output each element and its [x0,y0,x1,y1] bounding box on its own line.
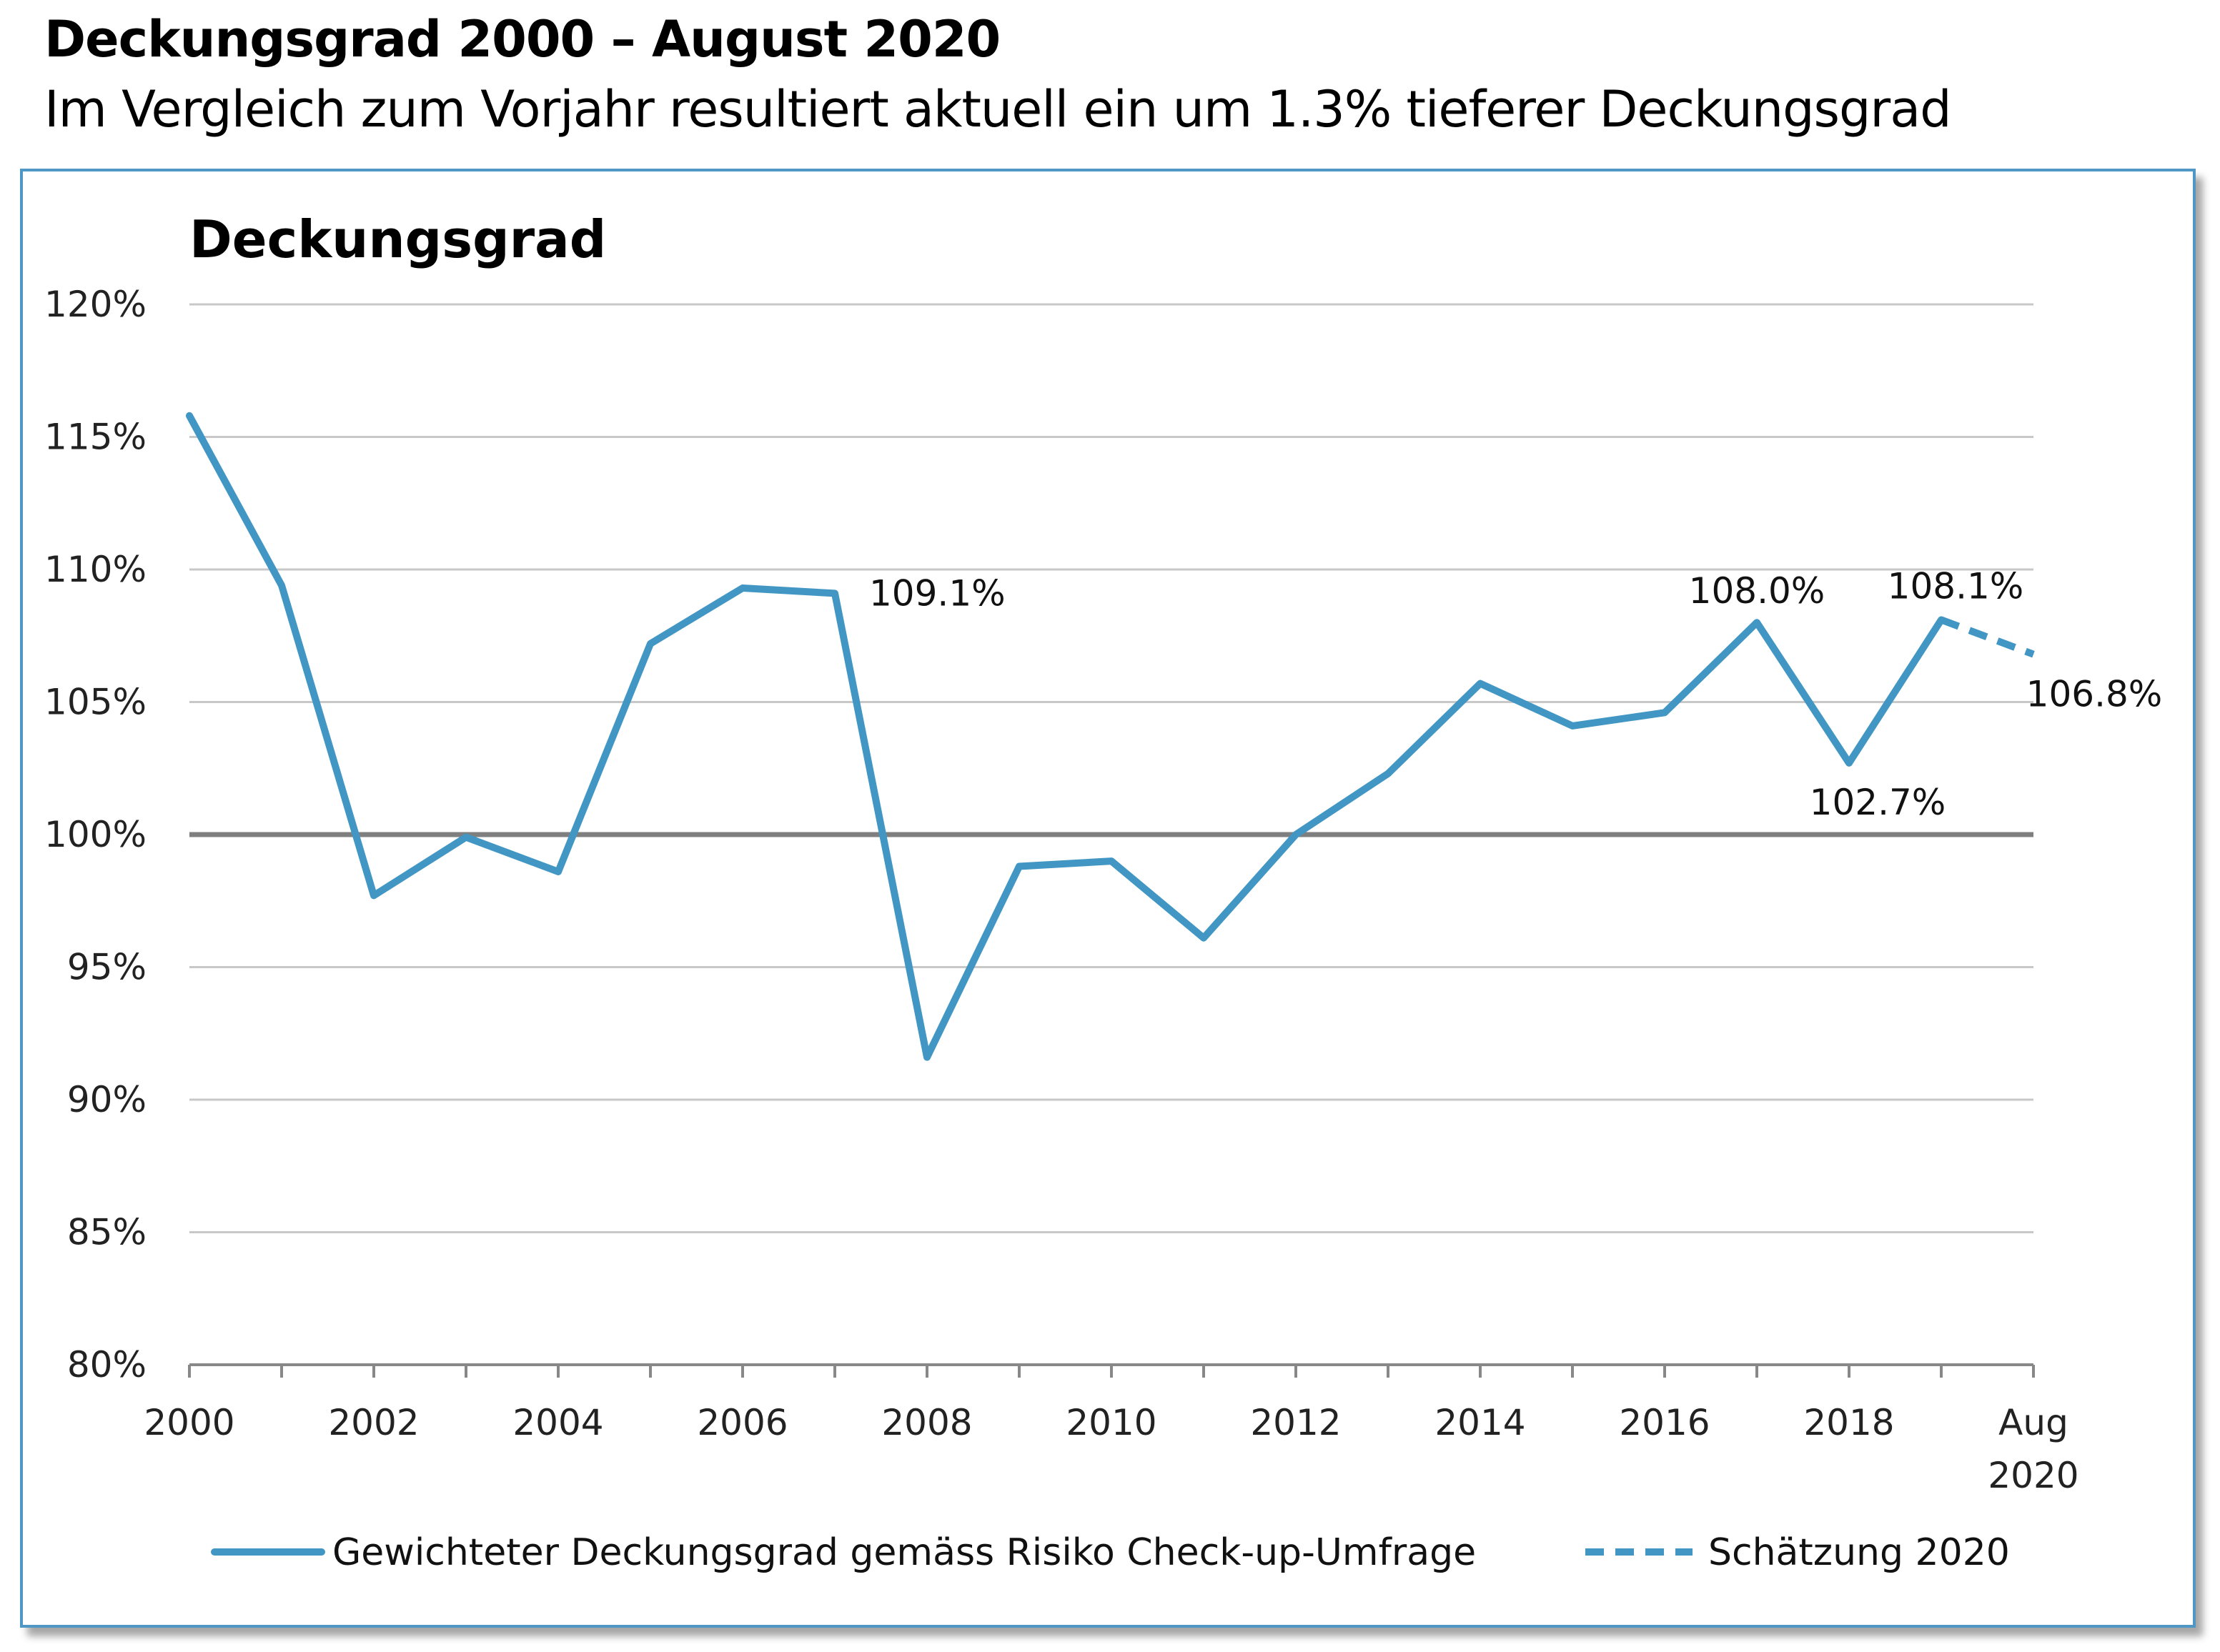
data-label: 106.8% [2026,674,2163,715]
x-tick-label: 2014 [1434,1402,1525,1443]
x-axis [188,1363,2035,1378]
y-tick-label: 80% [67,1344,147,1385]
page-heading: Deckungsgrad 2000 – August 2020 [44,10,1001,69]
y-tick-label: 95% [67,947,147,988]
x-axis-ticks: 2000 2002 2004 2006 2008 2010 2012 2014 2016 2018… [144,1402,2078,1496]
page-subheading: Im Vergleich zum Vorjahr resultiert aktu… [44,80,1952,139]
x-tick-label: 2004 [512,1402,603,1443]
x-tick-label: Aug 2020 [1988,1402,2078,1496]
y-tick-label: 120% [44,284,147,325]
series-line-schaetzung-2020 [1940,616,2035,658]
y-tick-label: 90% [67,1079,147,1120]
series-line-deckungsgrad [186,412,1945,1061]
data-label: 108.0% [1689,570,1825,612]
y-tick-label: 85% [67,1212,147,1253]
y-tick-label: 115% [44,417,147,458]
gridlines [189,303,2033,1233]
chart-title: Deckungsgrad [189,209,606,269]
x-tick-label: 2002 [328,1402,419,1443]
y-axis-ticks: 80% 85% 90% 95% 100% 105% 110% 115% 120% [44,284,147,1385]
x-tick-label: 2010 [1066,1402,1156,1443]
chart-frame [20,169,2196,1628]
x-tick-label: 2012 [1250,1402,1341,1443]
x-tick-label-line: 2020 [1988,1455,2078,1496]
x-tick-label: 2018 [1803,1402,1894,1443]
legend-label: Gewichteter Deckungsgrad gemäss Risiko C… [332,1531,1476,1574]
y-tick-label: 110% [44,549,147,590]
legend: Gewichteter Deckungsgrad gemäss Risiko C… [211,1531,2010,1574]
x-tick-label: 2008 [881,1402,972,1443]
data-label: 102.7% [1810,782,1946,823]
x-tick-label: 2006 [697,1402,788,1443]
y-tick-label: 100% [44,814,147,855]
series [186,412,2035,1061]
x-tick-label-line: Aug [1998,1402,2068,1443]
data-label: 108.1% [1888,565,2024,607]
legend-label: Schätzung 2020 [1708,1531,2010,1574]
x-tick-label: 2000 [144,1402,234,1443]
x-tick-label: 2016 [1619,1402,1710,1443]
data-labels: 109.1% 108.0% 108.1% 106.8% 102.7% [869,565,2162,822]
data-label: 109.1% [869,572,1006,614]
y-tick-label: 105% [44,682,147,723]
